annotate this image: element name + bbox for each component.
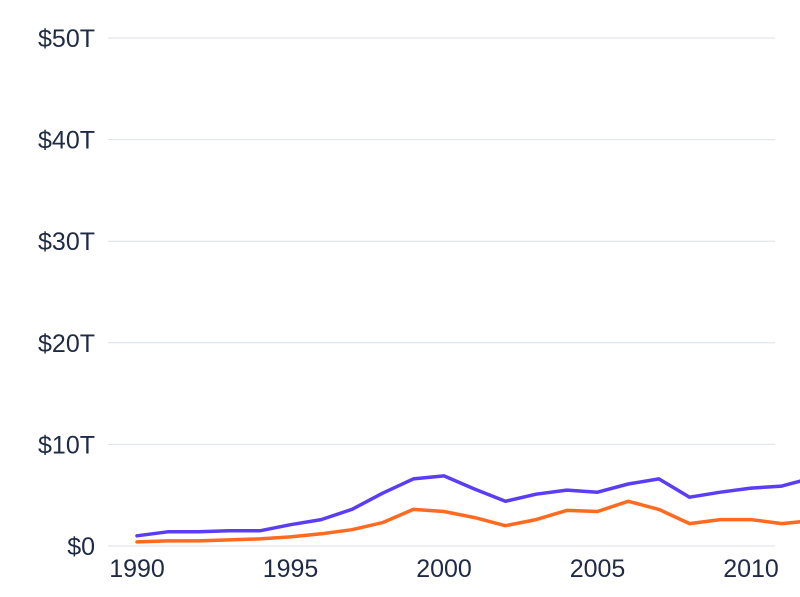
y-tick-label: $50T [38, 25, 95, 53]
y-tick-label: $40T [38, 127, 95, 155]
x-axis: 19901995200020052010201520202025 [109, 555, 779, 583]
x-tick-label: 2005 [570, 555, 626, 583]
series-line-eu [135, 499, 800, 544]
y-tick-label: $0 [67, 533, 95, 561]
y-tick-label: $20T [38, 330, 95, 358]
x-tick-label: 1995 [263, 555, 319, 583]
x-tick-label: 2010 [723, 555, 779, 583]
y-axis: $0 $10T $20T $30T $40T $50T [38, 25, 95, 561]
y-tick-label: $10T [38, 431, 95, 459]
x-tick-label: 2000 [416, 555, 472, 583]
y-tick-label: $30T [38, 228, 95, 256]
grid-lines [108, 37, 775, 547]
series-line-us [135, 474, 800, 538]
x-tick-label: 1990 [109, 555, 165, 583]
series-lines [135, 474, 800, 544]
